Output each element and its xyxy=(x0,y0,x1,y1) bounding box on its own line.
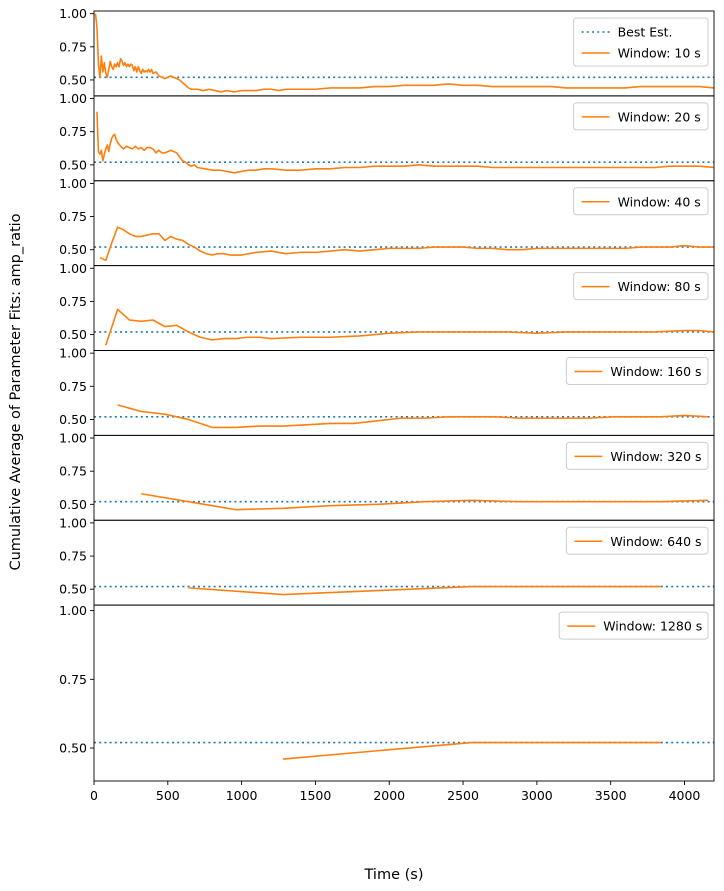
x-tick-label: 500 xyxy=(156,788,180,803)
series-line-5 xyxy=(117,404,709,429)
y-tick-label: 0.75 xyxy=(59,464,87,479)
x-axis-title: Time (s) xyxy=(364,867,424,883)
x-tick-label: 3500 xyxy=(595,788,627,803)
x-tick-label: 2000 xyxy=(373,788,405,803)
legend: Window: 80 s xyxy=(573,272,709,301)
legend: Window: 20 s xyxy=(573,102,709,131)
y-tick-label: 0.50 xyxy=(59,327,87,342)
panel-1: 0.50 0.75 1.00 Best Est. Window: 10 s xyxy=(59,6,715,97)
panel-3: 0.50 0.75 1.00 Window: 40 s xyxy=(59,176,715,267)
y-axis-title: Cumulative Average of Parameter Fits: am… xyxy=(8,213,24,570)
y-tick-label: 0.50 xyxy=(59,497,87,512)
x-tick-label: 4000 xyxy=(669,788,701,803)
y-tick-label: 1.00 xyxy=(59,261,87,276)
legend: Window: 1280 s xyxy=(558,611,709,640)
panel-frame xyxy=(93,604,715,782)
legend: Window: 320 s xyxy=(565,441,709,470)
legend: Window: 640 s xyxy=(565,526,709,555)
x-tick-label: 0 xyxy=(90,788,98,803)
panel-2: 0.50 0.75 1.00 Window: 20 s xyxy=(59,91,715,182)
y-tick-label: 0.75 xyxy=(59,672,87,687)
panel-8: 0.50 0.75 1.00 Window: 1280 s xyxy=(59,603,715,782)
series-line-2 xyxy=(96,111,714,174)
legend-label-window: Window: 20 s xyxy=(618,109,701,124)
legend-label-window: Window: 640 s xyxy=(610,534,701,549)
x-axis: 0 500 1000 1500 2000 2500 3000 3500 4000 xyxy=(90,781,700,803)
legend-label-window: Window: 320 s xyxy=(610,449,701,464)
y-tick-label: 1.00 xyxy=(59,176,87,191)
panel-7: 0.50 0.75 1.00 Window: 640 s xyxy=(59,515,715,606)
legend-box xyxy=(573,187,709,216)
panel-4: 0.50 0.75 1.00 Window: 80 s xyxy=(59,261,715,351)
panel-5: 0.50 0.75 1.00 Window: 160 s xyxy=(59,346,715,436)
y-tick-label: 1.00 xyxy=(59,431,87,446)
series-line-6 xyxy=(141,492,709,511)
x-tick-label: 3000 xyxy=(521,788,553,803)
y-tick-label: 0.50 xyxy=(59,741,87,756)
y-tick-label: 1.00 xyxy=(59,515,87,530)
legend-box xyxy=(573,102,709,131)
y-tick-label: 1.00 xyxy=(59,346,87,361)
y-tick-label: 1.00 xyxy=(59,6,87,21)
series-line-4 xyxy=(105,308,714,346)
series-line-1 xyxy=(94,13,714,93)
legend-box xyxy=(565,526,709,555)
y-tick-label: 0.50 xyxy=(59,72,87,87)
legend-label-window: Window: 80 s xyxy=(618,279,701,294)
panel-6: 0.50 0.75 1.00 Window: 320 s xyxy=(59,431,715,521)
y-tick-label: 0.75 xyxy=(59,39,87,54)
legend: Window: 40 s xyxy=(573,187,709,216)
panels-group: 0.50 0.75 1.00 Best Est. Window: 10 s 0.50 0.7… xyxy=(59,6,715,782)
x-tick-label: 1000 xyxy=(226,788,258,803)
y-tick-label: 0.50 xyxy=(59,242,87,257)
x-tick-label: 1500 xyxy=(300,788,332,803)
y-tick-label: 0.75 xyxy=(59,124,87,139)
legend-label-best-est: Best Est. xyxy=(618,25,673,40)
y-tick-label: 0.50 xyxy=(59,412,87,427)
y-tick-label: 0.75 xyxy=(59,209,87,224)
legend: Window: 160 s xyxy=(565,357,709,385)
y-tick-label: 1.00 xyxy=(59,91,87,106)
legend-label-window: Window: 40 s xyxy=(618,194,701,209)
legend-label-window: Window: 1280 s xyxy=(603,619,702,634)
legend: Best Est. Window: 10 s xyxy=(573,17,709,67)
y-tick-label: 0.50 xyxy=(59,157,87,172)
series-line-8 xyxy=(282,741,661,760)
series-line-3 xyxy=(99,226,714,262)
legend-box xyxy=(565,441,709,470)
legend-box xyxy=(573,272,709,301)
y-tick-label: 0.75 xyxy=(59,549,87,564)
legend-label-window: Window: 160 s xyxy=(610,364,701,379)
y-tick-label: 0.75 xyxy=(59,379,87,394)
legend-box xyxy=(565,357,709,385)
series-line-7 xyxy=(188,585,661,596)
y-tick-label: 1.00 xyxy=(59,603,87,618)
y-tick-label: 0.50 xyxy=(59,582,87,597)
y-tick-label: 0.75 xyxy=(59,294,87,309)
legend-box xyxy=(573,17,709,67)
legend-box xyxy=(558,611,709,640)
legend-label-window: Window: 10 s xyxy=(618,46,701,61)
x-tick-label: 2500 xyxy=(447,788,479,803)
